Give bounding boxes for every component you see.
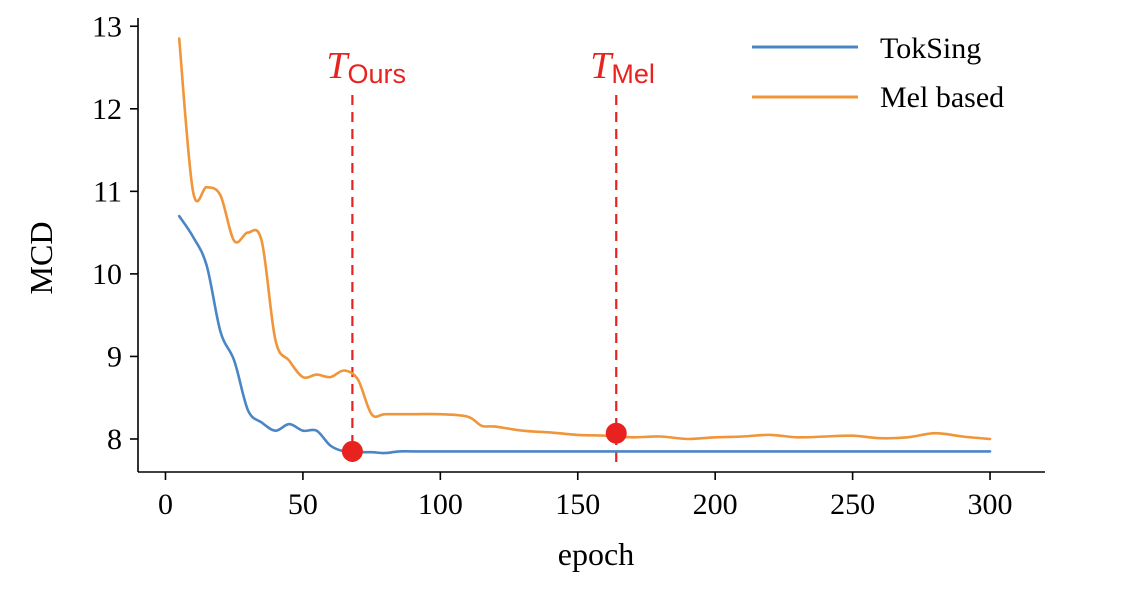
y-tick-label: 13 (92, 10, 122, 43)
legend: TokSing Mel based (752, 32, 1004, 114)
series-line-mel-based (177, 37, 992, 441)
y-tick-label: 11 (93, 175, 122, 208)
series-lines (177, 37, 992, 455)
marker-labels: TOurs TMel (326, 45, 655, 89)
x-tick-label: 200 (693, 488, 738, 521)
series-line-toksing (177, 214, 992, 455)
marker-lines (351, 95, 618, 464)
x-tick-label: 100 (418, 488, 463, 521)
y-axis-title: MCD (23, 222, 59, 295)
legend-label-mel-based: Mel based (880, 81, 1004, 114)
marker-label-mel: TMel (590, 45, 655, 89)
x-tick-label: 300 (968, 488, 1013, 521)
x-tick-label: 250 (830, 488, 875, 521)
y-tick-label: 10 (92, 258, 122, 291)
y-ticks: 8 9 10 11 12 13 (92, 10, 138, 456)
marker-label-ours: TOurs (326, 45, 406, 89)
x-tick-label: 150 (555, 488, 600, 521)
x-ticks: 0 50 100 150 200 250 300 (158, 472, 1013, 521)
legend-label-toksing: TokSing (880, 32, 981, 65)
x-axis-title: epoch (558, 536, 634, 572)
marker-point-ours (341, 440, 363, 462)
y-tick-label: 8 (107, 423, 122, 456)
x-tick-label: 50 (288, 488, 318, 521)
marker-point-mel (605, 422, 627, 444)
plot-area: 8 9 10 11 12 13 0 50 100 150 200 250 300 (92, 10, 1045, 521)
x-tick-label: 0 (158, 488, 173, 521)
marker-points (341, 422, 627, 462)
y-tick-label: 12 (92, 93, 122, 126)
y-tick-label: 9 (107, 340, 122, 373)
